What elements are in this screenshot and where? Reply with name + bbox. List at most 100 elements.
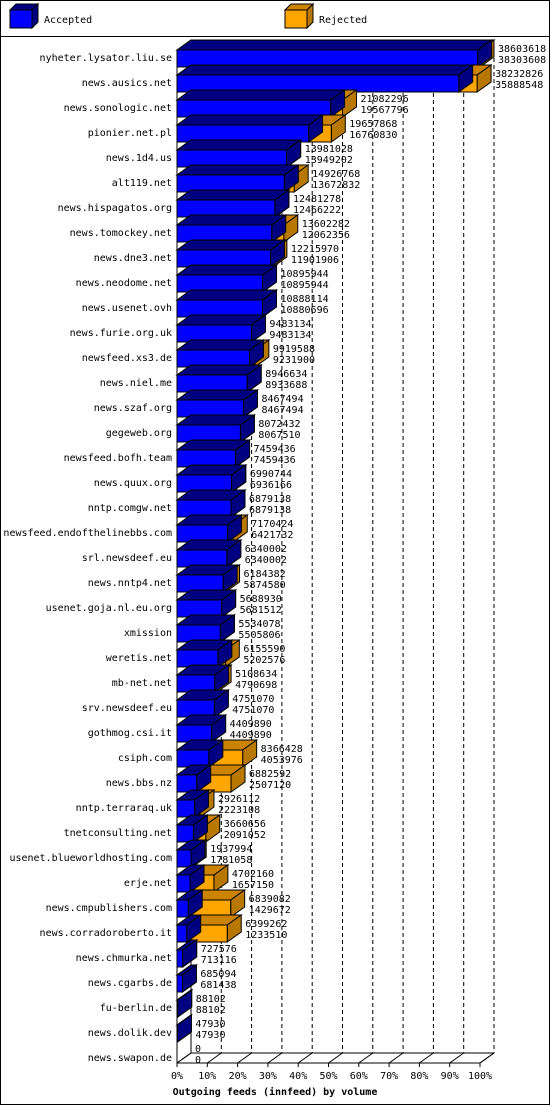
bar-accepted <box>175 414 256 443</box>
value-label-rejected: 6990744 <box>250 469 292 480</box>
value-label-rejected: 38232826 <box>495 69 543 80</box>
bar-accepted <box>175 539 243 568</box>
x-axis-title: Outgoing feeds (innfeed) by volume <box>173 1086 378 1098</box>
bar-accepted <box>175 889 204 918</box>
value-label-rejected: 685094 <box>200 969 236 980</box>
value-label-rejected: 8366428 <box>261 744 303 755</box>
value-label-accepted: 38303608 <box>498 55 546 66</box>
value-label-rejected: 10895944 <box>281 269 329 280</box>
value-label-accepted: 11901906 <box>291 255 339 266</box>
bar-accepted-front <box>176 524 228 543</box>
value-label-accepted: 0 <box>195 1055 201 1066</box>
bar-accepted <box>175 839 207 868</box>
bar-accepted-front <box>176 549 228 568</box>
bar-accepted-front <box>176 449 237 468</box>
category-label: news.ausics.net <box>82 78 172 89</box>
bar-accepted <box>175 639 234 668</box>
bar-accepted-front <box>176 124 310 143</box>
value-label-accepted: 7459436 <box>254 455 296 466</box>
category-label: nntp.terraraq.uk <box>76 803 172 814</box>
bar-accepted <box>175 64 475 93</box>
value-label-rejected: 6155590 <box>243 644 285 655</box>
legend-swatch-rejected <box>284 9 308 29</box>
category-label: pionier.net.pl <box>88 128 172 139</box>
bar-accepted-front <box>176 699 215 718</box>
x-tick-label: 50% <box>319 1071 337 1082</box>
bar-accepted-top <box>175 89 347 101</box>
value-label-accepted: 12062356 <box>302 230 350 241</box>
x-tick-mark <box>267 1052 283 1064</box>
bar-accepted-front <box>176 749 210 768</box>
value-label-accepted: 2223108 <box>218 805 260 816</box>
bar-accepted-front <box>176 99 332 118</box>
value-label-accepted: 4751070 <box>232 705 274 716</box>
bar-accepted-front <box>176 174 285 193</box>
bar-accepted <box>175 564 239 593</box>
bar-accepted-front <box>176 249 271 268</box>
bar-accepted-front <box>176 149 287 168</box>
bar-accepted-top <box>175 64 475 76</box>
category-label: usenet.goja.nl.eu.org <box>46 603 172 614</box>
value-label-accepted: 6421732 <box>251 530 293 541</box>
x-tick-label: 90% <box>441 1071 459 1082</box>
bar-accepted-top <box>175 264 279 276</box>
x-tick-mark <box>207 1052 222 1064</box>
bar-accepted <box>175 264 279 293</box>
bar-accepted-top <box>175 189 291 201</box>
value-label-rejected: 10888114 <box>280 294 328 305</box>
bar-accepted <box>175 189 291 218</box>
bar-accepted <box>175 489 247 518</box>
bar-accepted <box>175 139 303 168</box>
value-label-rejected: 1937994 <box>210 844 252 855</box>
value-label-accepted: 681438 <box>200 980 236 991</box>
value-label-accepted: 713116 <box>201 955 237 966</box>
value-label-rejected: 8467494 <box>261 394 303 405</box>
value-label-accepted: 2507120 <box>249 780 291 791</box>
x-tick-label: 40% <box>289 1071 307 1082</box>
bar-accepted-front <box>176 49 479 68</box>
bar-accepted <box>175 389 260 418</box>
category-label: news.sonologic.net <box>64 103 172 114</box>
value-label-accepted: 13672832 <box>312 180 360 191</box>
category-label: news.cmpublishers.com <box>46 903 172 914</box>
bar-accepted-top <box>175 289 278 301</box>
category-label: news.quux.org <box>94 478 172 489</box>
value-label-rejected: 19657868 <box>349 119 397 130</box>
category-label: news.szaf.org <box>94 403 172 414</box>
bar-accepted <box>175 464 248 493</box>
legend-item-accepted: Accepted <box>8 2 92 30</box>
category-label: news.dne3.net <box>94 253 172 264</box>
legend: Accepted Rejected <box>0 0 550 37</box>
value-label-accepted: 10895944 <box>281 280 329 291</box>
category-label: news.furie.org.uk <box>70 328 172 339</box>
bar-accepted <box>175 114 325 143</box>
value-label-rejected: 13981028 <box>305 144 353 155</box>
value-label-accepted: 1233510 <box>245 930 287 941</box>
value-label-rejected: 7170424 <box>251 519 293 530</box>
bar-accepted-front <box>176 974 183 993</box>
value-label-accepted: 6340002 <box>245 555 287 566</box>
bar-accepted-front <box>176 474 232 493</box>
value-label-rejected: 12481278 <box>293 194 341 205</box>
category-label: news.hispagatos.org <box>58 203 172 214</box>
value-label-accepted: 5505806 <box>238 630 280 641</box>
bar-accepted-front <box>176 674 216 693</box>
x-tick-mark <box>358 1052 374 1064</box>
value-label-accepted: 4790698 <box>235 680 277 691</box>
value-label-rejected: 727576 <box>201 944 237 955</box>
value-label-accepted: 4409890 <box>230 730 272 741</box>
bar-accepted-front <box>176 499 232 518</box>
bar-accepted <box>175 39 494 68</box>
category-label: usenet.blueworldhosting.com <box>9 853 172 864</box>
value-label-rejected: 9483134 <box>269 319 311 330</box>
category-label: news.nntp4.net <box>88 578 172 589</box>
bar-accepted-front <box>176 599 223 618</box>
bar-accepted <box>175 864 206 893</box>
value-label-accepted: 9483134 <box>269 330 311 341</box>
bar-accepted-front <box>176 574 224 593</box>
value-label-rejected: 0 <box>195 1044 201 1055</box>
category-label: newsfeed.endofthelinebbs.com <box>3 528 172 539</box>
value-label-rejected: 5534078 <box>238 619 280 630</box>
